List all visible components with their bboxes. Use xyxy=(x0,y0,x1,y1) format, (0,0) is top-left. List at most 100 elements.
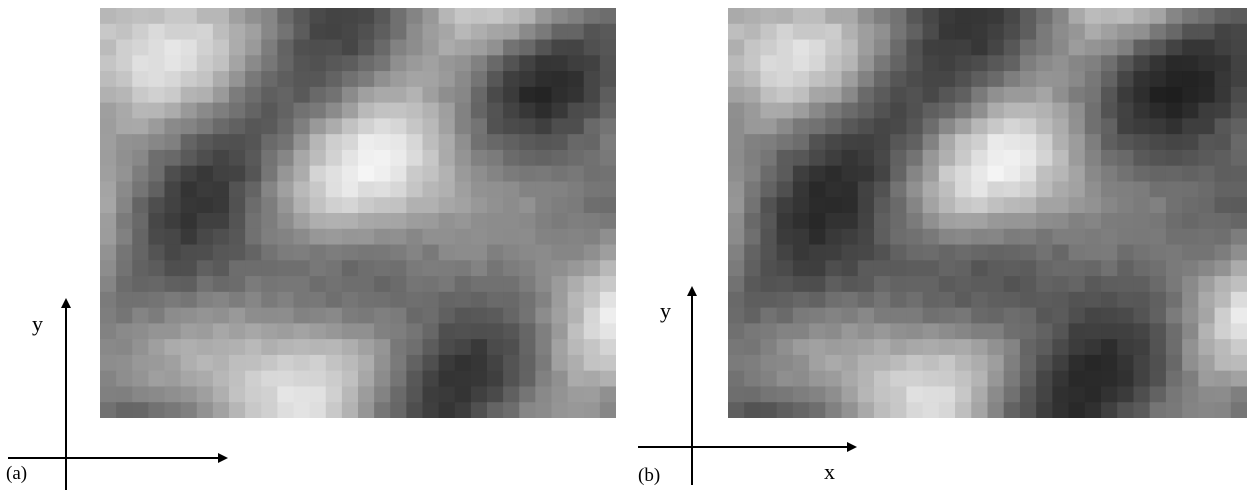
texture-pixel xyxy=(776,402,794,418)
texture-pixel xyxy=(809,134,826,151)
texture-pixel xyxy=(422,181,440,198)
texture-pixel xyxy=(1214,149,1232,167)
texture-pixel xyxy=(599,102,616,119)
texture-pixel xyxy=(792,165,810,183)
texture-pixel xyxy=(776,197,794,214)
texture-pixel xyxy=(987,55,1005,72)
texture-pixel xyxy=(1084,8,1102,25)
texture-pixel xyxy=(100,55,117,72)
texture-pixel xyxy=(100,228,117,246)
texture-pixel xyxy=(1003,181,1021,198)
texture-pixel xyxy=(1165,8,1183,25)
texture-image-b xyxy=(728,8,1247,418)
texture-pixel xyxy=(487,244,504,261)
texture-pixel xyxy=(1149,370,1167,388)
texture-pixel xyxy=(567,291,585,309)
texture-pixel xyxy=(1214,39,1232,56)
texture-pixel xyxy=(922,370,940,388)
texture-pixel xyxy=(1117,386,1135,403)
texture-pixel xyxy=(583,86,601,104)
texture-pixel xyxy=(406,260,424,277)
texture-pixel xyxy=(309,102,327,119)
texture-pixel xyxy=(503,118,520,135)
texture-pixel xyxy=(567,276,585,293)
texture-pixel xyxy=(1182,197,1199,214)
texture-pixel xyxy=(841,354,859,372)
texture-pixel xyxy=(1133,339,1151,356)
texture-pixel xyxy=(100,291,117,309)
texture-pixel xyxy=(164,260,182,277)
texture-pixel xyxy=(164,402,182,418)
texture-pixel xyxy=(890,276,908,293)
texture-pixel xyxy=(1198,181,1216,198)
texture-pixel xyxy=(1003,86,1021,104)
texture-pixel xyxy=(358,339,375,356)
texture-pixel xyxy=(422,149,440,167)
texture-pixel xyxy=(325,244,343,261)
texture-pixel xyxy=(1214,181,1232,198)
texture-pixel xyxy=(309,213,327,230)
texture-pixel xyxy=(406,402,424,418)
texture-pixel xyxy=(551,86,569,104)
texture-pixel xyxy=(599,276,616,293)
texture-pixel xyxy=(938,244,956,261)
texture-pixel xyxy=(1101,102,1118,119)
texture-pixel xyxy=(809,181,826,198)
texture-pixel xyxy=(1036,213,1053,230)
texture-pixel xyxy=(358,165,375,183)
texture-pixel xyxy=(438,213,456,230)
texture-pixel xyxy=(245,370,262,388)
texture-pixel xyxy=(922,86,940,104)
texture-pixel xyxy=(470,291,488,309)
texture-pixel xyxy=(971,71,989,88)
texture-pixel xyxy=(341,228,359,246)
texture-pixel xyxy=(261,276,278,293)
texture-pixel xyxy=(487,71,504,88)
texture-pixel xyxy=(422,197,440,214)
texture-pixel xyxy=(825,228,843,246)
texture-pixel xyxy=(1117,102,1135,119)
texture-pixel xyxy=(599,149,616,167)
texture-pixel xyxy=(132,23,149,41)
texture-pixel xyxy=(890,402,908,418)
texture-pixel xyxy=(1149,165,1167,183)
texture-pixel xyxy=(987,323,1005,340)
texture-pixel xyxy=(438,402,456,418)
texture-pixel xyxy=(938,8,956,25)
texture-pixel xyxy=(857,86,875,104)
texture-pixel xyxy=(955,71,972,88)
texture-pixel xyxy=(567,181,585,198)
texture-pixel xyxy=(470,118,488,135)
texture-pixel xyxy=(229,23,246,41)
texture-pixel xyxy=(470,197,488,214)
texture-pixel xyxy=(100,197,117,214)
texture-pixel xyxy=(1101,71,1118,88)
texture-pixel xyxy=(180,118,198,135)
texture-pixel xyxy=(792,86,810,104)
texture-pixel xyxy=(406,370,424,388)
texture-pixel xyxy=(1182,23,1199,41)
texture-pixel xyxy=(503,339,520,356)
texture-pixel xyxy=(100,402,117,418)
texture-pixel xyxy=(841,71,859,88)
texture-pixel xyxy=(890,149,908,167)
texture-pixel xyxy=(487,165,504,183)
texture-pixel xyxy=(132,323,149,340)
texture-pixel xyxy=(776,165,794,183)
texture-pixel xyxy=(535,165,553,183)
texture-pixel xyxy=(164,276,182,293)
texture-pixel xyxy=(535,55,553,72)
texture-pixel xyxy=(955,260,972,277)
texture-pixel xyxy=(1101,323,1118,340)
texture-pixel xyxy=(1036,118,1053,135)
texture-pixel xyxy=(1052,354,1070,372)
texture-pixel xyxy=(906,386,924,403)
texture-pixel xyxy=(567,71,585,88)
texture-pixel xyxy=(599,244,616,261)
texture-pixel xyxy=(760,244,778,261)
texture-pixel xyxy=(744,323,762,340)
texture-pixel xyxy=(1133,323,1151,340)
texture-pixel xyxy=(503,307,520,324)
texture-pixel xyxy=(599,228,616,246)
texture-pixel xyxy=(955,102,972,119)
